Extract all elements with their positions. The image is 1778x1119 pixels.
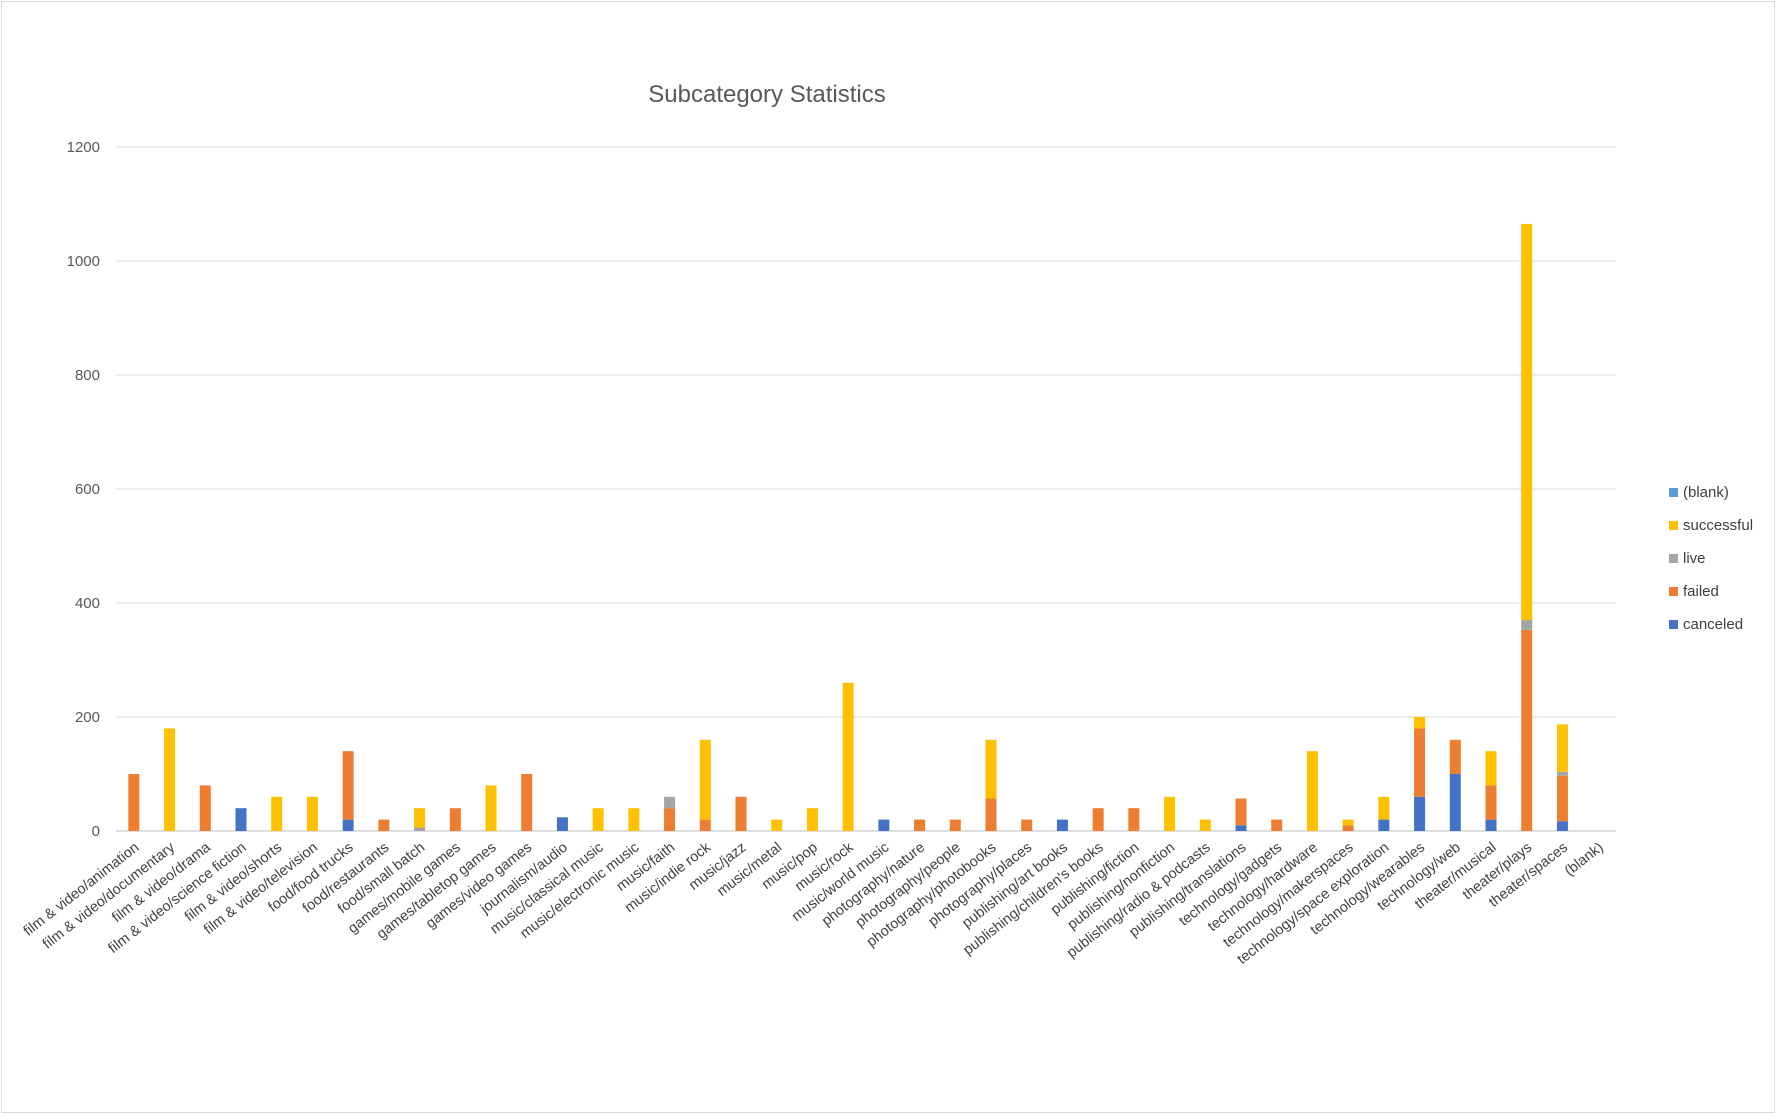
- bar-failed: [1271, 819, 1283, 831]
- bar-failed: [1449, 739, 1461, 774]
- legend-swatch: [1669, 488, 1678, 497]
- bar-failed: [1414, 728, 1426, 797]
- bar-canceled: [1414, 796, 1426, 831]
- bar-successful: [271, 796, 283, 831]
- bar-successful: [628, 808, 640, 831]
- bar-successful: [771, 819, 783, 831]
- bar-canceled: [1378, 819, 1390, 831]
- bar-canceled: [1556, 821, 1568, 831]
- bar-live: [414, 827, 426, 831]
- bar-successful: [1485, 751, 1497, 786]
- bar-failed: [1521, 629, 1533, 831]
- y-tick-label: 400: [75, 595, 100, 612]
- bar-successful: [1164, 796, 1176, 831]
- bar-failed: [1128, 808, 1140, 831]
- bar-failed: [521, 774, 533, 831]
- bar-successful: [1306, 751, 1318, 831]
- legend-label: (blank): [1683, 484, 1729, 501]
- bar-successful: [164, 728, 176, 831]
- bar-canceled: [235, 808, 247, 831]
- bar-failed: [985, 798, 997, 831]
- bar-failed: [378, 819, 390, 831]
- x-tick-label: (blank): [1562, 840, 1607, 880]
- bar-successful: [806, 808, 818, 831]
- bar-canceled: [1056, 819, 1068, 831]
- bar-failed: [449, 808, 461, 831]
- bar-live: [1521, 620, 1533, 630]
- bar-failed: [664, 808, 676, 831]
- chart-title: Subcategory Statistics: [648, 81, 885, 108]
- bar-failed: [1485, 785, 1497, 820]
- bar-failed: [949, 819, 961, 831]
- legend-label: canceled: [1683, 616, 1743, 633]
- bar-failed: [914, 819, 926, 831]
- bar-successful: [1414, 717, 1426, 729]
- gridlines: [116, 146, 1616, 832]
- y-tick-label: 0: [92, 823, 100, 840]
- legend-label: successful: [1683, 517, 1753, 534]
- y-axis-ticks: 0 200 400 600 800 1000 1200: [67, 139, 100, 840]
- legend-label: failed: [1683, 583, 1719, 600]
- legend-swatch: [1669, 554, 1678, 563]
- bar-failed: [1235, 798, 1247, 826]
- bar-successful: [1521, 223, 1533, 621]
- legend-swatch: [1669, 587, 1678, 596]
- bar-failed: [342, 751, 354, 820]
- bar-successful: [842, 682, 854, 831]
- bar-failed: [1342, 825, 1354, 831]
- bar-canceled: [556, 817, 568, 831]
- y-tick-label: 1000: [67, 253, 100, 270]
- bar-successful: [699, 739, 711, 820]
- legend-label: live: [1683, 550, 1706, 567]
- bar-successful: [1378, 796, 1390, 820]
- bar-failed: [1556, 775, 1568, 822]
- bar-successful: [592, 808, 604, 831]
- legend-swatch: [1669, 521, 1678, 530]
- bar-successful: [485, 785, 497, 831]
- bar-failed: [699, 819, 711, 831]
- legend-swatch: [1669, 620, 1678, 629]
- bar-canceled: [1235, 825, 1247, 831]
- bar-canceled: [1485, 819, 1497, 831]
- bar-successful: [1556, 724, 1568, 772]
- y-tick-label: 800: [75, 367, 100, 384]
- bar-canceled: [878, 819, 890, 831]
- y-tick-label: 600: [75, 481, 100, 498]
- bar-successful: [1199, 819, 1211, 831]
- bar-live: [664, 796, 676, 809]
- bar-failed: [1092, 808, 1104, 831]
- bar-failed: [1021, 819, 1033, 831]
- bar-successful: [306, 796, 318, 831]
- y-tick-label: 200: [75, 709, 100, 726]
- bar-canceled: [1449, 774, 1461, 831]
- bar-successful: [1342, 819, 1354, 826]
- bar-successful: [985, 739, 997, 799]
- bar-failed: [199, 785, 211, 831]
- bar-successful: [414, 808, 426, 828]
- bar-failed: [128, 774, 140, 831]
- bar-failed: [735, 796, 747, 831]
- legend: (blank) successful live failed canceled: [1669, 484, 1753, 633]
- bar-live: [1556, 771, 1568, 776]
- bars: [128, 223, 1568, 831]
- y-tick-label: 1200: [67, 139, 100, 156]
- bar-canceled: [342, 819, 354, 831]
